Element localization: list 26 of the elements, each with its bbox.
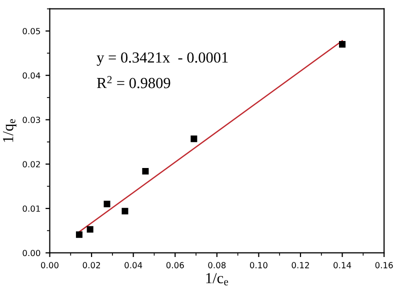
annotation: R$^{2}$ = 0.9809 — [96, 76, 170, 88]
x-tick-label: 0.04 — [124, 262, 142, 268]
y-tick-label: 0.02 — [22, 161, 40, 168]
y-tick-label: 0.01 — [22, 205, 40, 212]
x-tick-label: 0.02 — [82, 262, 100, 268]
point — [190, 136, 198, 142]
point — [86, 226, 94, 233]
y-tick-label: 0.00 — [22, 250, 40, 256]
point — [122, 208, 128, 214]
x-tick-label: 0.00 — [41, 262, 58, 268]
x-tick-label: 0.16 — [375, 262, 393, 268]
x-tick-label: 0.10 — [250, 262, 268, 268]
x-tick-label: 0.08 — [208, 262, 226, 268]
point — [104, 200, 110, 208]
y-axis-title: 1/q$_{e}$ — [3, 119, 16, 142]
x-tick-label: 0.12 — [292, 262, 309, 268]
point — [76, 231, 82, 238]
x-axis-title: 1/c$_{e}$ — [206, 273, 228, 286]
y-tick-label: 0.04 — [22, 72, 40, 79]
y-tick-label: 0.03 — [22, 116, 40, 124]
point — [339, 41, 346, 48]
y-tick-label: 0.05 — [22, 28, 40, 34]
point — [142, 168, 149, 174]
x-tick-label: 0.14 — [334, 262, 352, 268]
x-tick-label: 0.06 — [166, 262, 184, 268]
annotation: y = 0.3421x - 0.0001 — [96, 52, 228, 66]
